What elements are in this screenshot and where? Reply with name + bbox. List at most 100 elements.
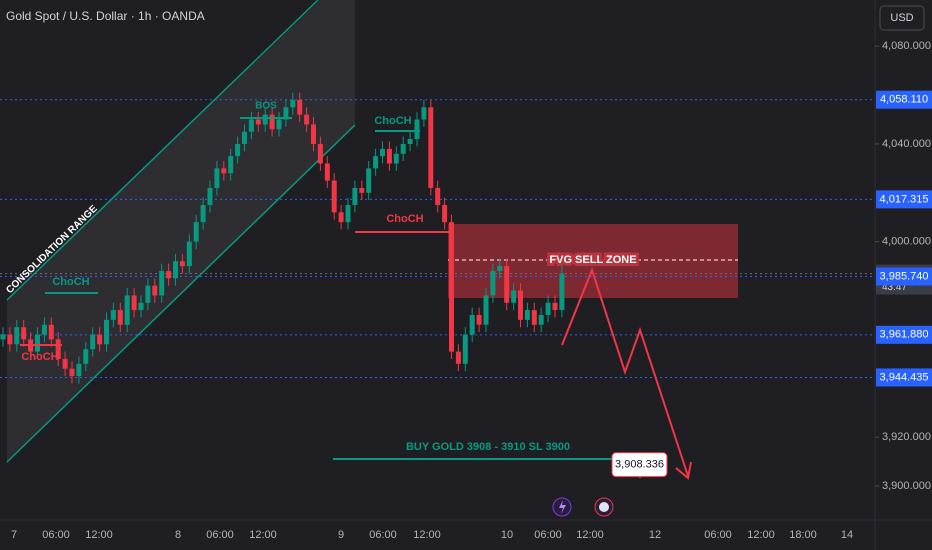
candle-body (317, 143, 323, 164)
price-lines (0, 99, 875, 378)
candle-body (166, 270, 172, 279)
candle-body (531, 310, 537, 325)
x-tick-label: 12:00 (249, 529, 277, 541)
candle-body (455, 351, 461, 364)
choch-label: ChoCH (374, 115, 411, 127)
price-axis: USD 4,080.000 4,040.000 4,000.000 3,920.000… (874, 0, 932, 550)
choch-label: ChoCH (386, 213, 423, 225)
candle-body (311, 124, 316, 144)
candle-body (269, 114, 275, 130)
candle-body (207, 187, 213, 206)
candle-body (248, 119, 254, 132)
candle-body (338, 212, 344, 223)
candle-body (186, 241, 192, 267)
candle-body (449, 222, 454, 352)
candle-body (497, 266, 503, 271)
x-tick-label: 12:00 (413, 529, 441, 541)
y-tick-label: 3,900.000 (882, 480, 931, 492)
candle-body (304, 114, 310, 125)
candle-body (552, 302, 558, 311)
y-tick-label: 4,080.000 (882, 40, 931, 52)
buy-label: BUY GOLD 3908 - 3910 SL 3900 (406, 441, 570, 453)
candle-body (393, 153, 399, 164)
candle-body (386, 148, 392, 164)
candle-body (117, 310, 123, 325)
candle-body (435, 187, 441, 206)
x-tick-label: 18:00 (789, 529, 817, 541)
candle-body (21, 327, 27, 340)
candle-body (352, 187, 358, 206)
currency: USD (890, 12, 913, 24)
price-label-box (876, 368, 932, 387)
candle-body (7, 334, 13, 345)
x-tick-label: 9 (338, 529, 344, 541)
candle-body (504, 266, 510, 303)
flag-icon (599, 502, 609, 512)
candle-body (490, 270, 496, 296)
candle-body (69, 368, 75, 377)
candle-body (193, 222, 199, 242)
candle-body (131, 295, 137, 311)
candle-body (235, 143, 241, 157)
candle-body (483, 295, 489, 325)
x-tick-label: 06:00 (42, 529, 70, 541)
time-axis: 7 06:00 12:00 8 06:00 12:00 9 06:00 12:00 10 06:00… (0, 519, 932, 541)
candle-body (62, 358, 68, 369)
target-callout: 3,908.336 (611, 452, 668, 478)
price-label-box (876, 267, 932, 286)
candle-body (290, 99, 296, 108)
candle-body (228, 156, 234, 174)
candle-body (462, 334, 468, 364)
candle-body (538, 314, 544, 325)
event-icon-glyph (559, 500, 566, 514)
candle-body (221, 168, 227, 174)
arrow-head (675, 461, 692, 480)
x-tick-label: 10 (501, 529, 513, 541)
candle-body (0, 334, 6, 340)
x-tick-label: 12 (649, 529, 661, 541)
candle-body (373, 156, 379, 169)
currency-button[interactable] (879, 5, 925, 31)
candle-body (324, 163, 330, 181)
candle-body (255, 119, 261, 125)
candle-body (242, 131, 247, 144)
candle-body (442, 205, 448, 223)
candle-body (104, 319, 109, 345)
choch-label: ChoCH (52, 276, 89, 288)
y-tick-label: 4,000.000 (882, 236, 931, 248)
candle-body (297, 99, 303, 115)
price-label: 4,017.315 (880, 193, 929, 205)
candle-body (380, 148, 385, 157)
candle-body (14, 327, 20, 345)
candle-body (359, 187, 365, 193)
price-label-box (876, 90, 932, 109)
bos-label: BOS (255, 101, 277, 112)
candle-body (55, 339, 61, 359)
candle-body (559, 273, 565, 311)
x-tick-label: 06:00 (369, 529, 397, 541)
candle-body (200, 205, 206, 223)
candle-body (110, 310, 116, 320)
chart-title: Gold Spot / U.S. Dollar · 1h · OANDA (6, 9, 205, 23)
target-box (611, 452, 668, 478)
x-tick-label: 12:00 (85, 529, 113, 541)
candle-body (35, 334, 40, 352)
candles (0, 92, 565, 384)
candle-body (262, 114, 268, 125)
candle-body (476, 314, 482, 325)
candle-body (152, 285, 158, 296)
choch-label: ChoCH (21, 351, 58, 363)
x-tick-label: 06:00 (206, 529, 234, 541)
y-tick-label: 4,040.000 (882, 138, 931, 150)
candle-body (145, 285, 151, 303)
candle-body (400, 143, 406, 154)
candle-body (428, 107, 434, 188)
price-label-box (876, 325, 932, 344)
candle-body (518, 290, 523, 320)
candle-body (138, 302, 144, 311)
price-label-box (876, 190, 932, 209)
target-label: 3,908.336 (615, 459, 664, 471)
candle-body (421, 107, 427, 120)
candle-body (214, 168, 220, 188)
